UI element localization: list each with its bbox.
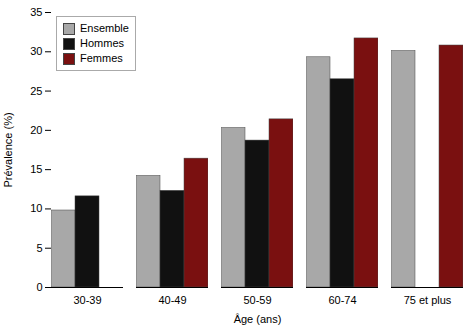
svg-text:20: 20 — [30, 124, 42, 136]
svg-text:40-49: 40-49 — [158, 294, 186, 306]
svg-text:60-74: 60-74 — [328, 294, 356, 306]
svg-text:Prévalence (%): Prévalence (%) — [2, 112, 14, 187]
svg-text:30-39: 30-39 — [73, 294, 101, 306]
svg-text:25: 25 — [30, 85, 42, 97]
html-text:Femmes: Femmes — [80, 52, 123, 64]
svg-text:5: 5 — [36, 242, 42, 254]
html-text:Hommes: Hommes — [80, 37, 124, 49]
html-text:Ensemble: Ensemble — [80, 22, 129, 34]
svg-text:50-59: 50-59 — [243, 294, 271, 306]
svg-text:10: 10 — [30, 202, 42, 214]
svg-text:30: 30 — [30, 45, 42, 57]
svg-text:35: 35 — [30, 6, 42, 18]
svg-text:15: 15 — [30, 163, 42, 175]
svg-text:0: 0 — [36, 281, 42, 293]
svg-text:Âge (ans): Âge (ans) — [234, 313, 282, 325]
svg-text:75 et plus: 75 et plus — [404, 294, 452, 306]
